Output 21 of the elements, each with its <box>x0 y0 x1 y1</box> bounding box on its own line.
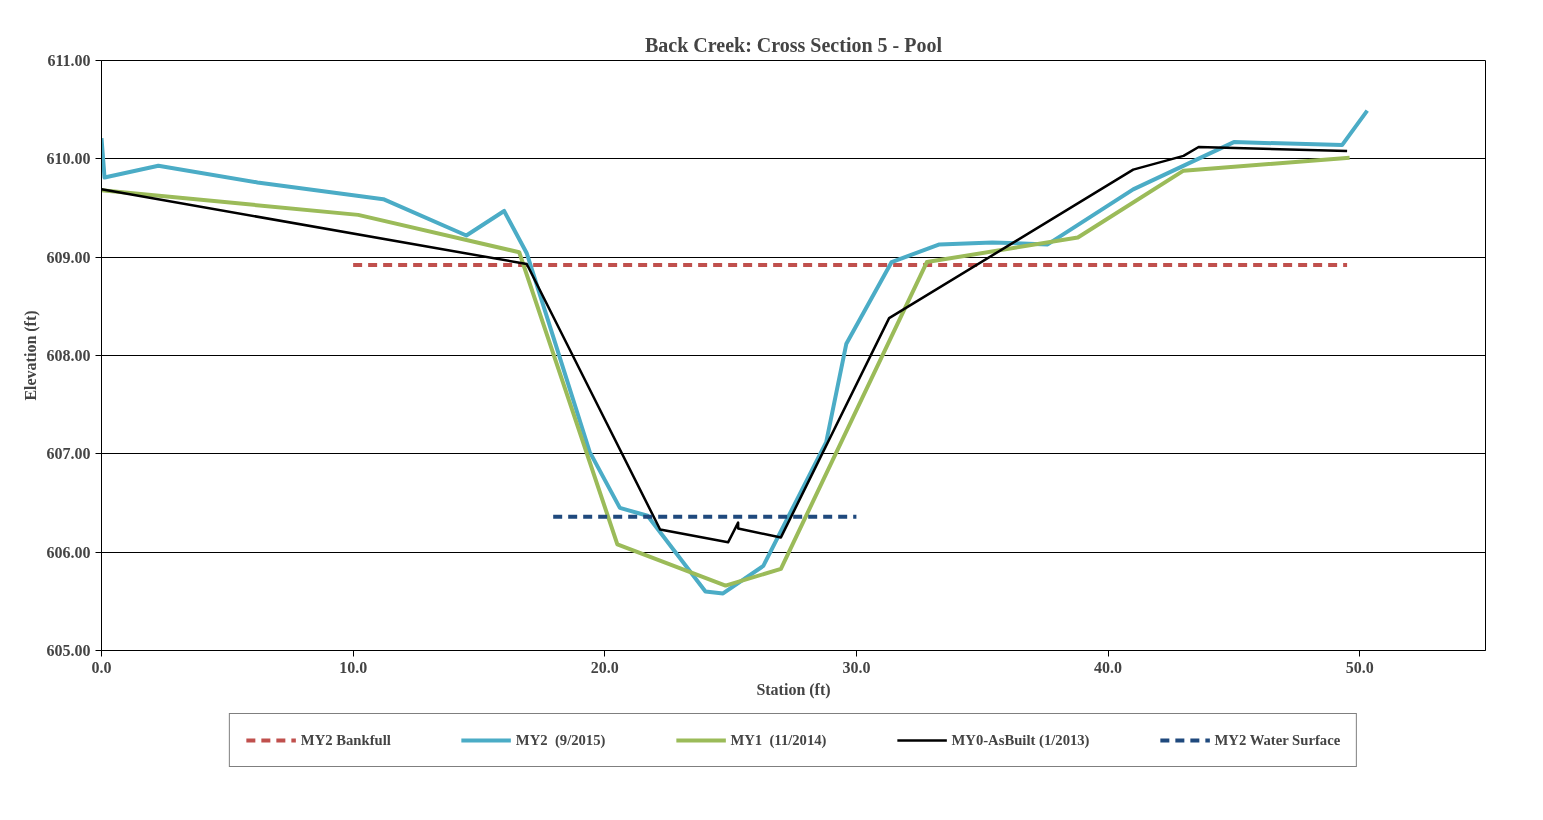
x-tick-label: 30.0 <box>842 658 871 676</box>
x-tick-label: 0.0 <box>91 658 112 676</box>
y-axis-title: Elevation (ft) <box>21 310 40 401</box>
legend-label: MY0-AsBuilt (1/2013) <box>951 731 1090 749</box>
legend-label: MY2 (9/2015) <box>515 731 606 749</box>
x-axis-title: Station (ft) <box>756 680 831 699</box>
legend-label: MY1 (11/2014) <box>730 731 827 749</box>
y-tick-label: 611.00 <box>47 52 91 69</box>
y-tick-label: 610.00 <box>46 150 91 168</box>
y-tick-label: 609.00 <box>46 248 91 266</box>
chart-title: Back Creek: Cross Section 5 - Pool <box>644 33 943 56</box>
legend-label: MY2 Bankfull <box>300 731 391 749</box>
y-tick-label: 606.00 <box>46 543 91 561</box>
y-tick-label: 608.00 <box>46 347 91 364</box>
x-tick-label: 20.0 <box>590 658 619 676</box>
legend-label: MY2 Water Surface <box>1214 731 1341 749</box>
x-tick-label: 10.0 <box>339 658 368 676</box>
x-tick-label: 40.0 <box>1094 658 1123 676</box>
x-tick-label: 50.0 <box>1345 658 1374 676</box>
y-tick-label: 607.00 <box>46 445 91 463</box>
y-tick-label: 605.00 <box>46 642 91 659</box>
